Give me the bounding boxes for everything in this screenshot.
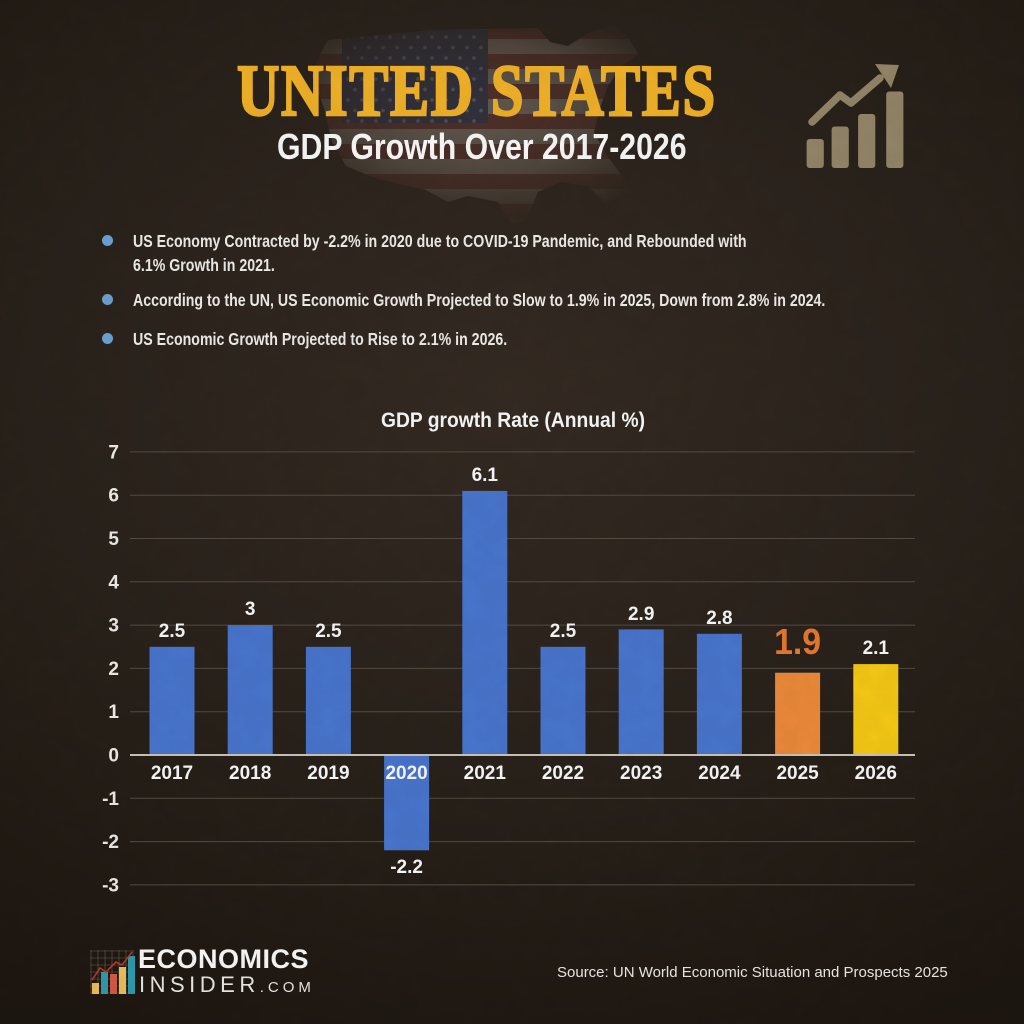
svg-text:6.1: 6.1 [472,465,499,486]
svg-text:5: 5 [108,529,119,550]
svg-text:2.1: 2.1 [863,638,890,659]
svg-text:2.8: 2.8 [706,608,732,629]
svg-text:2.5: 2.5 [159,621,186,642]
svg-text:GDP growth Rate (Annual %): GDP growth Rate (Annual %) [381,409,645,432]
svg-text:2021: 2021 [464,763,507,784]
svg-text:2.5: 2.5 [315,621,342,642]
svg-text:2.5: 2.5 [550,621,577,642]
svg-text:-2: -2 [102,832,119,853]
svg-text:1.9: 1.9 [774,621,821,662]
svg-text:2023: 2023 [620,763,662,784]
svg-text:3: 3 [245,599,256,620]
svg-text:2024: 2024 [698,763,741,784]
svg-text:2: 2 [108,659,119,680]
svg-text:2017: 2017 [151,763,193,784]
svg-text:3: 3 [108,616,119,637]
svg-text:2022: 2022 [542,763,584,784]
svg-text:-1: -1 [102,789,119,810]
svg-text:2020: 2020 [385,763,427,784]
svg-text:6: 6 [108,486,119,507]
svg-text:7: 7 [108,442,119,463]
svg-text:1: 1 [108,702,119,723]
svg-text:2018: 2018 [229,763,271,784]
svg-text:2.9: 2.9 [628,604,654,625]
svg-text:2026: 2026 [855,763,897,784]
svg-text:0: 0 [108,746,119,767]
svg-text:-3: -3 [102,875,119,896]
svg-text:-2.2: -2.2 [390,857,423,878]
svg-text:2025: 2025 [776,763,819,784]
svg-text:2019: 2019 [307,763,349,784]
svg-text:4: 4 [108,572,119,593]
